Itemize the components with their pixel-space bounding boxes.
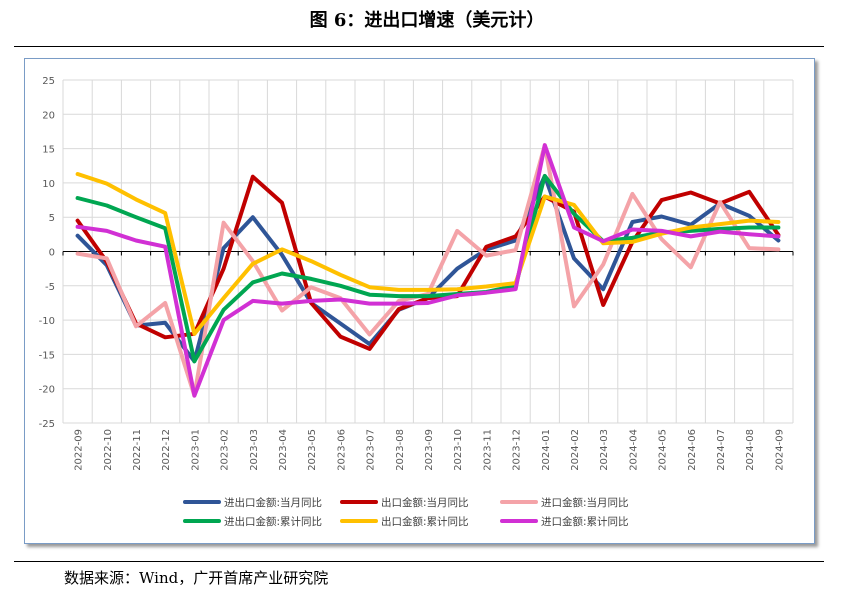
series-lines — [75, 143, 781, 398]
series-line-2 — [75, 174, 781, 351]
x-tick-label: 2022-10 — [103, 429, 114, 471]
x-tick-label: 2023-10 — [453, 429, 464, 471]
y-tick-label: -25 — [39, 419, 55, 430]
x-tick-label: 2024-06 — [687, 429, 698, 471]
chart-frame: 25 20 15 10 5 0 -5 -10 -15 -20 -25 2022-09 2022-10 20… — [24, 58, 815, 544]
legend-label: 进口金额:当月同比 — [541, 496, 629, 509]
legend-label: 进出口金额:累计同比 — [224, 515, 322, 528]
bottom-rule — [14, 561, 824, 562]
x-tick-label: 2024-05 — [658, 429, 669, 471]
x-tick-label: 2024-08 — [745, 429, 756, 471]
y-tick-label: 0 — [49, 248, 55, 259]
x-tick-label: 2024-01 — [541, 429, 552, 471]
y-tick-label: -10 — [39, 316, 55, 327]
y-tick-label: 5 — [49, 213, 55, 224]
x-tick-label: 2023-11 — [482, 429, 493, 471]
figure-title: 图 6：进出口增速（美元计） — [309, 10, 545, 31]
y-tick-label: 25 — [42, 76, 55, 87]
y-tick-label: 20 — [42, 110, 55, 121]
x-tick-label: 2022-11 — [132, 429, 143, 471]
data-source-note: 数据来源：Wind，广开首席产业研究院 — [64, 569, 329, 587]
x-tick-label: 2024-03 — [599, 429, 610, 471]
y-tick-label: 15 — [42, 145, 55, 156]
x-tick-label: 2024-07 — [716, 429, 727, 471]
series-line-6 — [75, 143, 781, 398]
legend-label: 出口金额:累计同比 — [381, 515, 469, 528]
x-tick-label: 2023-08 — [395, 429, 406, 471]
legend-label: 进出口金额:当月同比 — [224, 496, 322, 509]
legend-label: 出口金额:当月同比 — [381, 496, 469, 509]
x-tick-label: 2023-09 — [424, 429, 435, 471]
axes: 25 20 15 10 5 0 -5 -10 -15 -20 -25 2022-09 2022-10 20… — [39, 76, 794, 471]
y-tick-label: -20 — [39, 385, 55, 396]
x-tick-label: 2024-09 — [774, 429, 785, 471]
x-tick-label: 2023-03 — [249, 429, 260, 471]
y-tick-label: -15 — [39, 350, 55, 361]
line-chart: 25 20 15 10 5 0 -5 -10 -15 -20 -25 2022-09 2022-10 20… — [39, 76, 794, 528]
x-tick-label: 2022-12 — [161, 429, 172, 471]
x-tick-label: 2024-04 — [628, 429, 639, 471]
x-tick-label: 2024-02 — [570, 429, 581, 471]
top-rule — [14, 46, 824, 47]
series-line-5 — [75, 172, 781, 336]
x-tick-label: 2023-02 — [220, 429, 231, 471]
x-tick-label: 2023-04 — [278, 429, 289, 471]
x-tick-label: 2023-05 — [307, 429, 318, 471]
legend-label: 进口金额:累计同比 — [541, 515, 629, 528]
y-tick-label: -5 — [45, 282, 55, 293]
x-tick-label: 2022-09 — [74, 429, 85, 471]
y-tick-label: 10 — [42, 179, 55, 190]
x-tick-label: 2023-12 — [512, 429, 523, 471]
x-tick-label: 2023-01 — [190, 429, 201, 471]
x-tick-label: 2023-06 — [336, 429, 347, 471]
x-tick-label: 2023-07 — [366, 429, 377, 471]
